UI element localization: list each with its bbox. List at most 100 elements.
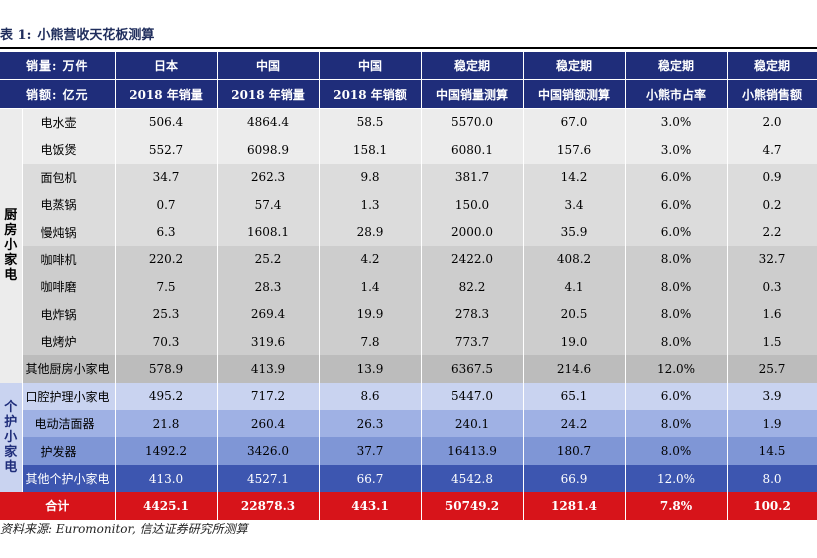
row-label: 电饭煲	[22, 136, 116, 164]
data-cell: 773.7	[421, 327, 524, 356]
group-label-char: 房	[4, 223, 18, 239]
row-label: 电炸锅	[22, 300, 116, 328]
header-cell: 稳定期	[421, 52, 524, 81]
data-cell: 8.0%	[625, 245, 728, 274]
data-cell: 495.2	[115, 382, 218, 411]
row-label: 咖啡机	[22, 245, 116, 274]
data-cell: 7.5	[115, 273, 218, 301]
data-cell: 37.7	[319, 437, 422, 465]
data-cell: 4542.8	[421, 464, 524, 493]
row-label: 护发器	[22, 437, 116, 465]
total-label: 合计	[0, 492, 116, 520]
row-label: 口腔护理小家电	[22, 382, 116, 411]
header-cell: 2018 年销量	[217, 79, 320, 109]
table-row: 电炸锅 25.3 269.4 19.9 278.3 20.5 8.0% 1.6	[0, 300, 817, 328]
data-cell: 8.0	[727, 464, 817, 493]
data-cell: 717.2	[217, 382, 320, 411]
data-cell: 4.2	[319, 245, 422, 274]
group-label-char: 电	[4, 268, 18, 284]
data-cell: 6080.1	[421, 136, 524, 164]
header-cell: 2018 年销量	[115, 79, 218, 109]
data-cell: 3.0%	[625, 136, 728, 164]
table-row: 电饭煲 552.7 6098.9 158.1 6080.1 157.6 3.0% 4.7	[0, 136, 817, 164]
table-title-text: 小熊营收天花板测算	[37, 28, 155, 43]
data-cell: 260.4	[217, 410, 320, 438]
table-row: 其他厨房小家电 578.9 413.9 13.9 6367.5 214.6 12.0% 25.…	[0, 355, 817, 383]
total-cell: 4425.1	[115, 492, 218, 520]
data-cell: 16413.9	[421, 437, 524, 465]
data-cell: 408.2	[523, 245, 626, 274]
group-label-char: 小	[4, 238, 18, 254]
data-cell: 0.7	[115, 190, 218, 219]
data-cell: 6.0%	[625, 382, 728, 411]
data-cell: 7.8	[319, 327, 422, 356]
row-label: 慢炖锅	[22, 218, 116, 246]
data-cell: 319.6	[217, 327, 320, 356]
data-cell: 9.8	[319, 163, 422, 191]
group-label-char: 电	[4, 459, 18, 475]
data-cell: 413.9	[217, 355, 320, 383]
group-label-char: 家	[4, 253, 18, 269]
data-cell: 269.4	[217, 300, 320, 328]
data-cell: 65.1	[523, 382, 626, 411]
header-cell: 销量: 万件	[0, 52, 116, 81]
data-cell: 6367.5	[421, 355, 524, 383]
data-cell: 24.2	[523, 410, 626, 438]
data-cell: 8.0%	[625, 437, 728, 465]
data-cell: 0.9	[727, 163, 817, 191]
data-cell: 8.0%	[625, 327, 728, 356]
data-cell: 32.7	[727, 245, 817, 274]
data-cell: 13.9	[319, 355, 422, 383]
header-cell: 稳定期	[523, 52, 626, 81]
data-cell: 66.9	[523, 464, 626, 493]
data-cell: 0.3	[727, 273, 817, 301]
total-cell: 50749.2	[421, 492, 524, 520]
data-cell: 220.2	[115, 245, 218, 274]
data-cell: 1.9	[727, 410, 817, 438]
data-cell: 1.3	[319, 190, 422, 219]
data-cell: 28.9	[319, 218, 422, 246]
data-cell: 413.0	[115, 464, 218, 493]
data-cell: 12.0%	[625, 355, 728, 383]
header-cell: 小熊市占率	[625, 79, 728, 109]
header-cell: 中国	[319, 52, 422, 81]
header-cell: 小熊销售额	[727, 79, 817, 109]
data-cell: 6.0%	[625, 218, 728, 246]
data-cell: 57.4	[217, 190, 320, 219]
table-row: 面包机 34.7 262.3 9.8 381.7 14.2 6.0% 0.9	[0, 163, 817, 191]
data-cell: 578.9	[115, 355, 218, 383]
data-cell: 381.7	[421, 163, 524, 191]
table-number: 表 1:	[0, 28, 32, 43]
data-cell: 5447.0	[421, 382, 524, 411]
data-cell: 70.3	[115, 327, 218, 356]
total-cell: 443.1	[319, 492, 422, 520]
data-cell: 8.0%	[625, 300, 728, 328]
data-cell: 2.2	[727, 218, 817, 246]
data-cell: 3.4	[523, 190, 626, 219]
row-label: 咖啡磨	[22, 273, 116, 301]
group-label-kitchen: 厨房小家电	[0, 108, 23, 383]
header-cell: 中国销量测算	[421, 79, 524, 109]
data-cell: 8.6	[319, 382, 422, 411]
total-cell: 100.2	[727, 492, 817, 520]
header-cell: 销额: 亿元	[0, 79, 116, 109]
row-label: 其他个护小家电	[22, 464, 116, 493]
data-cell: 278.3	[421, 300, 524, 328]
data-cell: 6.0%	[625, 163, 728, 191]
data-cell: 8.0%	[625, 410, 728, 438]
total-cell: 22878.3	[217, 492, 320, 520]
header-cell: 2018 年销额	[319, 79, 422, 109]
data-cell: 1608.1	[217, 218, 320, 246]
data-cell: 19.9	[319, 300, 422, 328]
data-cell: 82.2	[421, 273, 524, 301]
row-label: 电烤炉	[22, 327, 116, 356]
data-cell: 3.0%	[625, 108, 728, 137]
data-cell: 67.0	[523, 108, 626, 137]
row-label: 其他厨房小家电	[22, 355, 116, 383]
data-cell: 14.5	[727, 437, 817, 465]
table-row: 个护小家电口腔护理小家电 495.2 717.2 8.6 5447.0 65.1 6.0% 3…	[0, 382, 817, 493]
table-row: 咖啡磨 7.5 28.3 1.4 82.2 4.1 8.0% 0.3	[0, 273, 817, 301]
data-cell: 506.4	[115, 108, 218, 137]
table-row: 护发器 1492.2 3426.0 37.7 16413.9 180.7 8.0% 14.5	[0, 437, 817, 465]
group-label-personal-care: 个护小家电	[0, 382, 23, 493]
